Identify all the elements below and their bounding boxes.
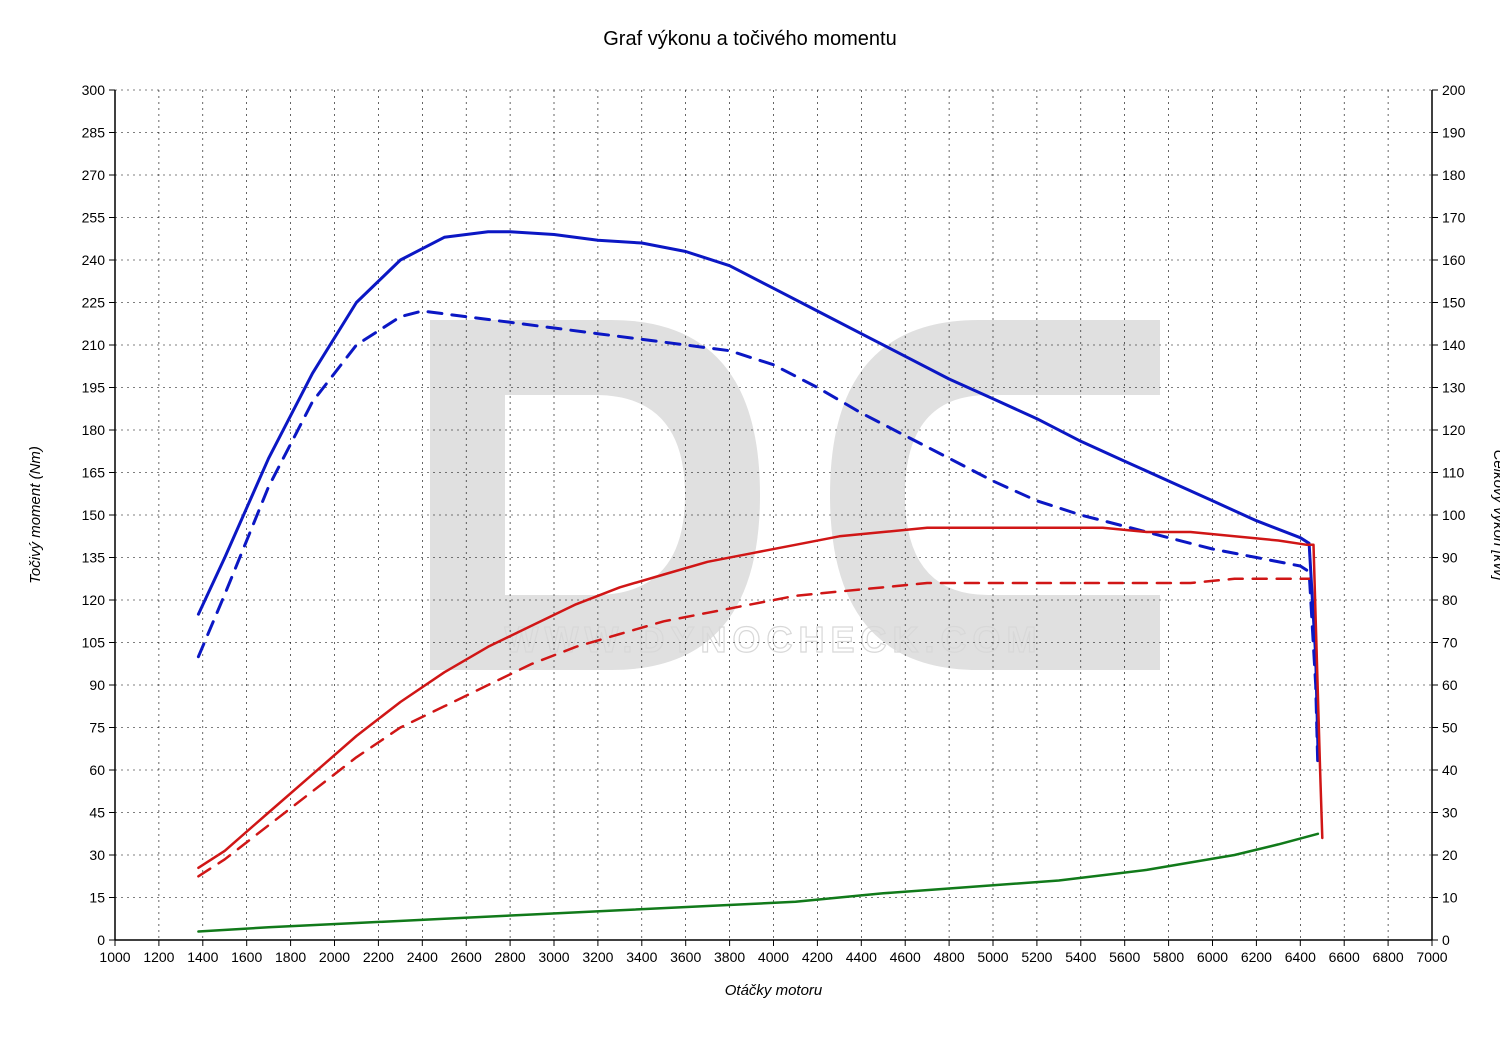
dyno-chart: WWW.DYNOCHECK.COM10001200140016001800200… <box>0 0 1500 1040</box>
svg-text:20: 20 <box>1442 847 1458 863</box>
svg-text:15: 15 <box>89 890 105 906</box>
svg-text:110: 110 <box>1442 465 1465 481</box>
svg-text:2800: 2800 <box>495 949 526 965</box>
svg-text:3600: 3600 <box>670 949 701 965</box>
svg-text:90: 90 <box>1442 550 1458 566</box>
svg-text:180: 180 <box>1442 167 1466 183</box>
svg-text:4200: 4200 <box>802 949 833 965</box>
svg-text:4800: 4800 <box>934 949 965 965</box>
svg-text:90: 90 <box>89 677 105 693</box>
svg-text:170: 170 <box>1442 210 1466 226</box>
svg-text:1400: 1400 <box>187 949 218 965</box>
svg-text:130: 130 <box>1442 380 1466 396</box>
y-right-label: Celkový výkon [kW] <box>1490 450 1500 582</box>
svg-text:240: 240 <box>82 252 106 268</box>
svg-text:5800: 5800 <box>1153 949 1184 965</box>
svg-text:285: 285 <box>82 125 106 141</box>
svg-text:5000: 5000 <box>977 949 1008 965</box>
svg-text:225: 225 <box>82 295 106 311</box>
svg-text:80: 80 <box>1442 592 1458 608</box>
svg-text:105: 105 <box>82 635 106 651</box>
svg-text:120: 120 <box>82 592 106 608</box>
svg-text:4600: 4600 <box>890 949 921 965</box>
svg-text:2600: 2600 <box>451 949 482 965</box>
svg-text:7000: 7000 <box>1416 949 1447 965</box>
svg-text:5200: 5200 <box>1021 949 1052 965</box>
svg-text:0: 0 <box>1442 932 1450 948</box>
svg-text:40: 40 <box>1442 762 1458 778</box>
svg-text:2000: 2000 <box>319 949 350 965</box>
svg-text:3800: 3800 <box>714 949 745 965</box>
svg-text:30: 30 <box>89 847 105 863</box>
svg-text:6200: 6200 <box>1241 949 1272 965</box>
svg-text:3000: 3000 <box>538 949 569 965</box>
svg-text:255: 255 <box>82 210 106 226</box>
svg-text:1000: 1000 <box>99 949 130 965</box>
svg-text:195: 195 <box>82 380 106 396</box>
svg-text:60: 60 <box>89 762 105 778</box>
y-left-label: Točivý moment (Nm) <box>27 446 44 584</box>
svg-text:1800: 1800 <box>275 949 306 965</box>
svg-text:70: 70 <box>1442 635 1458 651</box>
svg-text:5600: 5600 <box>1109 949 1140 965</box>
svg-text:6800: 6800 <box>1373 949 1404 965</box>
chart-title: Graf výkonu a točivého momentu <box>603 28 896 50</box>
svg-text:300: 300 <box>82 82 106 98</box>
x-axis-label: Otáčky motoru <box>725 982 823 999</box>
svg-text:0: 0 <box>97 932 105 948</box>
svg-text:1600: 1600 <box>231 949 262 965</box>
svg-text:120: 120 <box>1442 422 1466 438</box>
svg-text:140: 140 <box>1442 337 1466 353</box>
svg-text:6000: 6000 <box>1197 949 1228 965</box>
svg-text:1200: 1200 <box>143 949 174 965</box>
svg-text:45: 45 <box>89 805 105 821</box>
svg-text:270: 270 <box>82 167 106 183</box>
svg-text:2400: 2400 <box>407 949 438 965</box>
svg-text:210: 210 <box>82 337 106 353</box>
svg-text:75: 75 <box>89 720 105 736</box>
svg-text:6400: 6400 <box>1285 949 1316 965</box>
svg-text:165: 165 <box>82 465 106 481</box>
svg-text:190: 190 <box>1442 125 1466 141</box>
svg-text:100: 100 <box>1442 507 1466 523</box>
svg-text:30: 30 <box>1442 805 1458 821</box>
svg-text:150: 150 <box>1442 295 1466 311</box>
svg-text:5400: 5400 <box>1065 949 1096 965</box>
svg-text:3200: 3200 <box>582 949 613 965</box>
svg-text:160: 160 <box>1442 252 1466 268</box>
svg-text:4000: 4000 <box>758 949 789 965</box>
chart-svg: WWW.DYNOCHECK.COM10001200140016001800200… <box>0 0 1500 1040</box>
svg-text:180: 180 <box>82 422 106 438</box>
svg-text:200: 200 <box>1442 82 1466 98</box>
svg-text:50: 50 <box>1442 720 1458 736</box>
svg-text:6600: 6600 <box>1329 949 1360 965</box>
svg-text:135: 135 <box>82 550 106 566</box>
svg-text:2200: 2200 <box>363 949 394 965</box>
svg-text:60: 60 <box>1442 677 1458 693</box>
svg-text:150: 150 <box>82 507 106 523</box>
svg-text:10: 10 <box>1442 890 1458 906</box>
svg-text:3400: 3400 <box>626 949 657 965</box>
svg-text:4400: 4400 <box>846 949 877 965</box>
